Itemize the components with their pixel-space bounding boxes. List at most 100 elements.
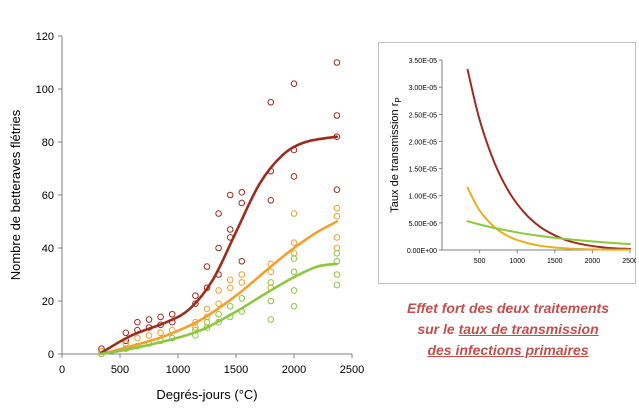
data-point [226,284,234,292]
data-point [192,292,199,300]
side-y-tick-label: 1.00E-05 [409,194,438,201]
data-point [290,250,298,257]
side-labels: 0.00E+00 5.00E-06 1.00E-05 1.50E-05 2.00E-05… [389,58,636,265]
data-point [203,263,211,270]
data-point [290,173,298,180]
data-point [226,276,234,284]
fit-curve [100,220,339,356]
main-scatter-chart: 0 20 40 60 80 100 120 0 500 1000 1500 2000 2500 Degré… [8,31,364,402]
data-point [290,239,298,246]
side-x-tick-label: 2000 [585,258,601,265]
data-point [333,204,341,212]
main-axes [58,35,353,358]
x-tick-label: 0 [59,364,65,376]
x-tick-label: 2500 [340,364,364,376]
data-point [215,244,222,252]
data-point [226,303,234,310]
rate-curve [466,220,631,245]
side-x-tick-label: 2500 [622,258,636,265]
data-point [215,310,222,318]
data-point [267,197,275,204]
side-y-tick-label: 2.00E-05 [409,139,438,146]
data-point [145,316,153,323]
rate-curve [466,186,631,251]
data-point [215,287,222,294]
x-tick-label: 1500 [224,364,248,376]
side-x-tick-label: 500 [474,258,486,265]
side-chart-frame [378,42,636,284]
data-point [238,271,246,278]
x-tick-label: 1000 [166,364,190,376]
main-marks [98,59,341,358]
data-point [333,234,341,241]
rate-curve [466,68,631,250]
side-y-tick-label: 1.50E-05 [409,167,438,174]
side-y-axis-title-subscript: P [394,97,403,102]
data-point [333,244,341,252]
data-point [215,210,222,217]
data-point [226,191,234,199]
data-point [267,98,275,106]
side-y-tick-label: 3.00E-05 [409,85,438,92]
data-point [267,268,275,276]
data-point [333,281,341,289]
side-y-tick-label: 0.00E+00 [407,248,437,255]
data-point [267,297,275,305]
transmission-rate-chart: 0.00E+00 5.00E-06 1.00E-05 1.50E-05 2.00E-05… [378,42,636,284]
side-x-tick-label: 1500 [547,258,563,265]
data-point [290,287,298,294]
y-tick-label: 0 [48,349,54,361]
side-y-tick-label: 3.50E-05 [409,58,438,65]
side-y-tick-label: 2.50E-05 [409,112,438,119]
caption-line-3: des infections primaires [427,342,589,358]
data-point [134,318,141,326]
data-point [192,300,199,307]
data-point [290,303,298,310]
data-point [215,300,222,307]
data-point [238,295,246,302]
data-point [238,257,246,265]
data-point [203,318,211,326]
data-point [290,210,298,217]
data-point [290,255,298,262]
y-tick-label: 20 [42,296,54,308]
data-point [267,316,275,323]
y-tick-label: 60 [42,190,54,202]
data-point [157,313,164,321]
data-point [134,334,141,342]
data-point [168,310,176,318]
side-marks [466,68,631,251]
y-tick-label: 120 [36,31,54,43]
side-y-axis-title-main: Taux de transmission r [389,102,401,212]
caption-line-2-prefix: sur le [417,321,459,337]
x-tick-label: 500 [111,364,129,376]
data-point [333,250,341,257]
y-tick-label: 40 [42,243,54,255]
data-point [238,199,246,207]
x-tick-label: 2000 [282,364,306,376]
side-x-tick-label: 1000 [509,258,525,265]
data-point [238,279,246,286]
data-point [226,226,234,233]
data-point [122,329,130,337]
y-tick-label: 100 [36,84,54,96]
data-point [333,186,341,193]
y-axis-title: Nombre de betteraves flétries [8,109,23,280]
side-y-tick-label: 5.00E-06 [409,221,438,228]
data-point [238,189,246,196]
caption: Effet fort des deux traitements sur le t… [378,298,638,361]
y-tick-label: 80 [42,137,54,149]
data-point [290,80,298,87]
side-y-axis-title: Taux de transmission rP [389,97,403,212]
caption-line-2-underlined: taux de transmission [458,321,599,337]
data-point [290,268,298,276]
data-point [203,305,211,313]
data-point [333,212,341,220]
data-point [267,279,275,286]
data-point [333,112,341,119]
data-point [157,329,164,337]
caption-line-1: Effet fort des deux traitements [406,300,609,316]
main-labels: 0 20 40 60 80 100 120 0 500 1000 1500 2000 2500 Degré… [8,31,364,402]
data-point [192,324,199,331]
fit-curve [100,262,339,356]
